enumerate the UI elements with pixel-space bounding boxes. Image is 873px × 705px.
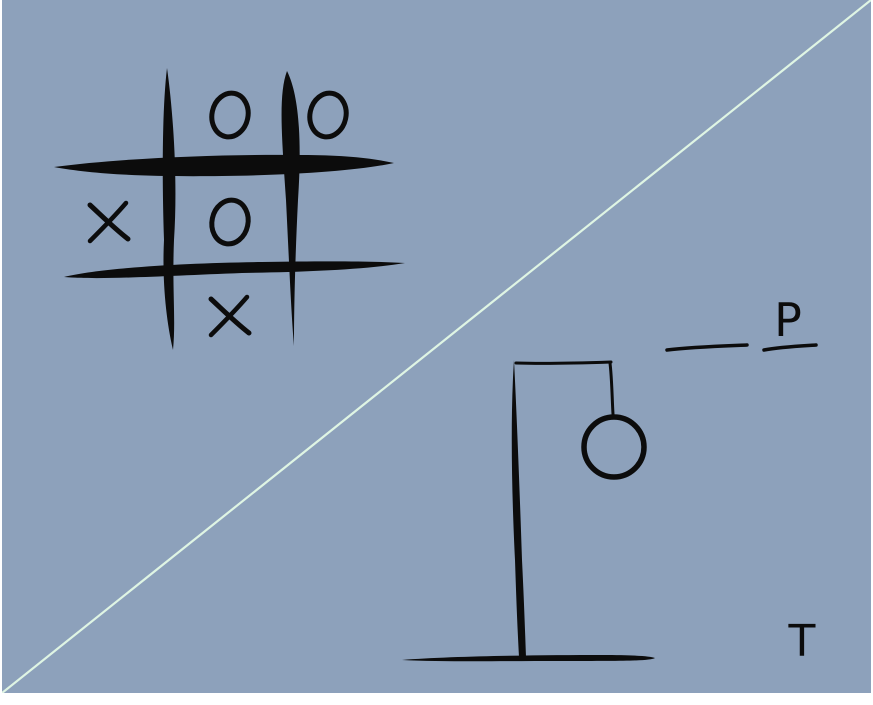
split-panel: P T — [2, 0, 871, 693]
gallows-beam — [514, 360, 613, 365]
o-mark — [209, 90, 251, 140]
wrong-guesses: T — [788, 616, 816, 667]
wrong-guess-letter: T — [788, 616, 816, 667]
gallows-post — [511, 360, 526, 657]
gallows-rope — [608, 361, 615, 416]
o-mark — [209, 197, 251, 247]
grid-line-vertical-right — [281, 71, 300, 346]
x-mark — [87, 200, 131, 244]
hangman-head — [581, 414, 647, 480]
grid-line-vertical-left — [162, 68, 176, 350]
tic-tac-toe-board — [54, 68, 405, 350]
o-mark — [307, 90, 349, 140]
hangman-figure — [581, 414, 647, 480]
word-slot: P — [762, 293, 818, 352]
tic-tac-toe-marks — [87, 90, 349, 338]
grid-line-horizontal-bottom — [64, 261, 405, 279]
grid-line-horizontal-top — [54, 154, 394, 177]
x-mark — [208, 294, 252, 338]
hangman-gallows — [402, 360, 655, 662]
slot-letter: P — [774, 293, 802, 347]
word-slots: P — [665, 293, 818, 352]
slot-underline — [665, 343, 749, 352]
word-slot — [665, 343, 749, 352]
gallows-base — [402, 655, 655, 662]
slot-underline — [762, 343, 818, 352]
diagonal-divider — [2, 0, 871, 693]
